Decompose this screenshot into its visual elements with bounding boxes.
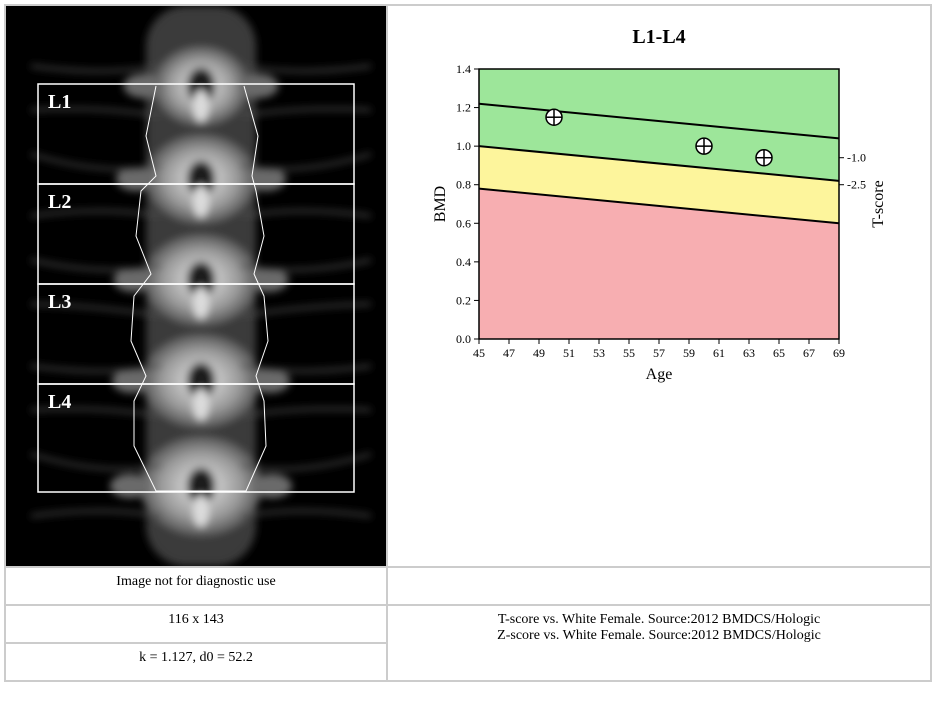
- spine-scan-image: L1 L2 L3 L4: [6, 6, 386, 566]
- footer-diagnostic-note: Image not for diagnostic use: [5, 567, 387, 605]
- svg-text:0.2: 0.2: [456, 293, 471, 307]
- svg-text:BMD: BMD: [432, 186, 449, 222]
- svg-text:-1.0: -1.0: [847, 151, 866, 165]
- footer-zscore-source: Z-score vs. White Female. Source:2012 BM…: [396, 628, 922, 644]
- svg-text:55: 55: [623, 346, 635, 360]
- svg-text:Age: Age: [646, 366, 673, 383]
- svg-text:59: 59: [683, 346, 695, 360]
- svg-text:0.6: 0.6: [456, 216, 471, 230]
- svg-text:L3: L3: [48, 291, 71, 313]
- chart-wrap: 45 47 49 51 53 55 57 59 61 63 65 67 69 0.0 0.2 0.4 0.6 0.…: [429, 59, 889, 399]
- svg-text:0.4: 0.4: [456, 255, 471, 269]
- svg-text:1.0: 1.0: [456, 139, 471, 153]
- svg-text:65: 65: [773, 346, 785, 360]
- svg-text:47: 47: [503, 346, 515, 360]
- footer-dimensions: 116 x 143: [5, 605, 387, 643]
- svg-text:L4: L4: [48, 391, 71, 413]
- chart-title: L1-L4: [412, 26, 906, 49]
- svg-text:51: 51: [563, 346, 575, 360]
- footer-tscore-source: T-score vs. White Female. Source:2012 BM…: [396, 612, 922, 628]
- svg-text:69: 69: [833, 346, 845, 360]
- svg-text:1.2: 1.2: [456, 101, 471, 115]
- footer-source-notes: T-score vs. White Female. Source:2012 BM…: [387, 605, 931, 681]
- report-container: L1 L2 L3 L4 L1-L4 45 47 49 51 53 55 57 59 61 63 65 67 6…: [4, 4, 932, 682]
- svg-text:1.4: 1.4: [456, 62, 471, 76]
- svg-text:0.8: 0.8: [456, 178, 471, 192]
- bmd-chart: 45 47 49 51 53 55 57 59 61 63 65 67 69 0.0 0.2 0.4 0.6 0.…: [429, 59, 889, 399]
- svg-text:-2.5: -2.5: [847, 178, 866, 192]
- layout-table: L1 L2 L3 L4 L1-L4 45 47 49 51 53 55 57 59 61 63 65 67 6…: [4, 4, 932, 682]
- chart-cell: L1-L4 45 47 49 51 53 55 57 59 61 63 65 67 69 0.0 0.2 0.…: [387, 5, 931, 567]
- svg-text:67: 67: [803, 346, 815, 360]
- svg-text:L1: L1: [48, 91, 71, 113]
- footer-right-blank-1: [387, 567, 931, 605]
- svg-text:63: 63: [743, 346, 755, 360]
- svg-text:61: 61: [713, 346, 725, 360]
- scan-image-cell: L1 L2 L3 L4: [5, 5, 387, 567]
- svg-text:49: 49: [533, 346, 545, 360]
- svg-text:45: 45: [473, 346, 485, 360]
- footer-calibration: k = 1.127, d0 = 52.2: [5, 643, 387, 681]
- svg-text:53: 53: [593, 346, 605, 360]
- svg-text:T-score: T-score: [870, 180, 887, 227]
- svg-text:L2: L2: [48, 191, 71, 213]
- svg-text:0.0: 0.0: [456, 332, 471, 346]
- svg-text:57: 57: [653, 346, 665, 360]
